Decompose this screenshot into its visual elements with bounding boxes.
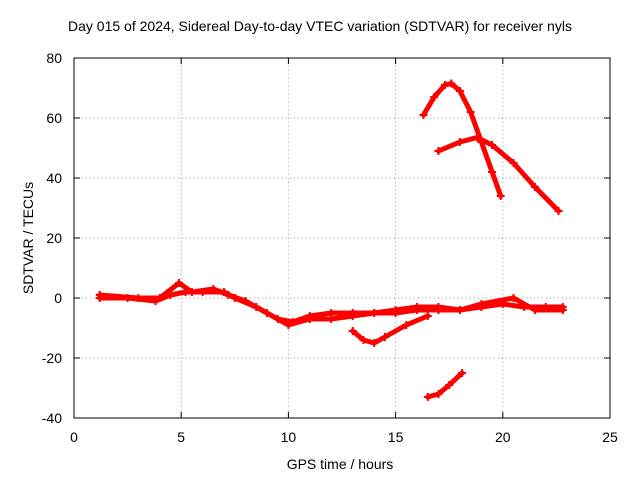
x-tick-label: 25: [602, 429, 618, 445]
data-point: [391, 309, 400, 317]
x-tick-label: 20: [495, 429, 511, 445]
series-line-low-segment: [425, 370, 465, 400]
x-tick-label: 10: [281, 429, 297, 445]
data-point: [134, 294, 143, 302]
data-point: [419, 111, 428, 119]
x-tick-label: 5: [177, 429, 185, 445]
data-point: [455, 306, 464, 314]
data-point: [187, 288, 196, 296]
y-tick-label: 80: [46, 50, 62, 66]
data-point: [455, 87, 464, 95]
data-point: [370, 309, 379, 317]
data-point: [530, 183, 539, 191]
data-point: [241, 297, 250, 305]
y-tick-label: -20: [42, 350, 62, 366]
data-point: [477, 300, 486, 308]
data-point: [466, 108, 475, 116]
data-point: [509, 294, 518, 302]
data-point: [284, 321, 293, 329]
data-point: [224, 291, 233, 299]
x-tick-label: 0: [70, 429, 78, 445]
data-point: [509, 159, 518, 167]
data-point: [488, 141, 497, 149]
data-point: [488, 168, 497, 176]
data-point: [458, 369, 467, 377]
data-point: [175, 279, 184, 287]
y-tick-label: 20: [46, 230, 62, 246]
series-line-dip-15: [350, 313, 431, 346]
data-point: [402, 321, 411, 329]
data-point: [434, 147, 443, 155]
y-tick-label: 40: [46, 170, 62, 186]
data-point: [413, 306, 422, 314]
series-line-arc-peak-54: [436, 135, 561, 214]
data-point: [423, 312, 432, 320]
data-point: [530, 306, 539, 314]
y-tick-label: 0: [54, 290, 62, 306]
data-point: [380, 333, 389, 341]
data-point: [327, 315, 336, 323]
data-point: [434, 306, 443, 314]
data-point: [370, 339, 379, 347]
data-point: [95, 291, 104, 299]
x-tick-label: 15: [388, 429, 404, 445]
y-tick-label: 60: [46, 110, 62, 126]
data-point: [496, 192, 505, 200]
x-axis-label: GPS time / hours: [286, 456, 394, 472]
data-point: [305, 315, 314, 323]
data-point: [348, 327, 357, 335]
data-point: [430, 93, 439, 101]
series-line-main-band-b: [97, 280, 566, 328]
data-point: [423, 393, 432, 401]
y-axis-label: SDTVAR / TECUs: [20, 181, 36, 295]
data-point: [473, 133, 482, 142]
data-point: [434, 390, 443, 398]
data-point: [155, 294, 164, 302]
data-point: [455, 138, 464, 146]
data-point: [209, 285, 218, 293]
data-point: [348, 312, 357, 320]
y-tick-label: -40: [42, 410, 62, 426]
data-point: [440, 81, 449, 89]
data-point: [558, 306, 567, 314]
data-point: [359, 336, 368, 344]
data-point: [447, 79, 456, 88]
data-point: [445, 381, 454, 389]
data-point: [262, 309, 271, 317]
data-point: [554, 207, 563, 215]
chart-title: Day 015 of 2024, Sidereal Day-to-day VTE…: [68, 18, 572, 34]
